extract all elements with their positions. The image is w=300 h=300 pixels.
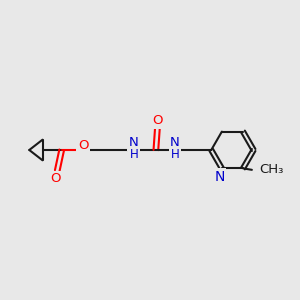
Text: CH₃: CH₃ <box>259 163 284 176</box>
Text: N: N <box>170 136 180 149</box>
Text: H: H <box>171 148 179 161</box>
Text: N: N <box>214 169 225 184</box>
Text: O: O <box>50 172 61 185</box>
Text: N: N <box>129 136 139 149</box>
Text: H: H <box>129 148 138 161</box>
Text: O: O <box>152 114 163 127</box>
Text: O: O <box>78 139 88 152</box>
